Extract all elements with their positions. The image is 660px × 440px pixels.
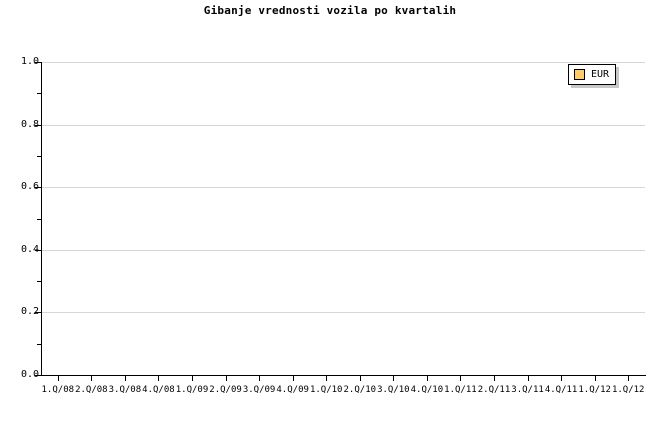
y-axis-tick-minor [37, 155, 41, 157]
x-axis-tick [494, 376, 495, 381]
y-axis-label: 0.0 [20, 369, 39, 380]
x-axis-label: 4.Q/11 [544, 385, 578, 395]
chart-legend[interactable]: EUR [568, 64, 617, 85]
gridline [41, 124, 645, 126]
x-axis-tick [528, 376, 529, 381]
y-axis-label: 1.0 [20, 56, 39, 67]
x-axis-tick [226, 376, 227, 381]
plot-background [41, 62, 645, 375]
legend-swatch-eur-icon [574, 69, 585, 80]
y-axis-tick-minor [37, 281, 41, 283]
x-axis-label: 1.Q/12 [578, 385, 611, 395]
x-axis-label: 2.Q/09 [209, 385, 242, 395]
x-axis-tick [360, 376, 361, 381]
x-axis-label: 1.Q/09 [175, 385, 209, 395]
y-axis-label: 0.4 [20, 243, 39, 255]
x-axis-tick [125, 376, 126, 381]
y-axis-label: 0.8 [20, 118, 39, 130]
x-axis-label: 3.Q/10 [377, 385, 410, 395]
x-axis-label: 2.Q/11 [477, 385, 511, 395]
x-axis-tick [460, 376, 461, 381]
x-axis-tick [561, 376, 562, 381]
legend-label-eur: EUR [591, 69, 610, 80]
x-axis-label: 3.Q/08 [108, 385, 142, 395]
x-axis-tick [628, 376, 629, 381]
x-axis-label: 4.Q/10 [410, 385, 444, 395]
x-axis-label: 1.Q/11 [444, 385, 477, 395]
gridline [41, 312, 645, 314]
x-axis-tick [293, 376, 294, 381]
y-axis-tick-major [35, 124, 41, 126]
y-axis-label: 0.2 [20, 306, 39, 318]
y-axis-tick-major [35, 249, 41, 251]
x-axis-label: 2.Q/08 [75, 385, 108, 395]
y-axis-tick-major [35, 187, 41, 189]
x-axis-tick [427, 376, 428, 381]
x-axis-label: 4.Q/08 [142, 385, 175, 395]
gridline [41, 187, 645, 189]
x-axis-tick [393, 376, 394, 381]
x-axis-line [41, 375, 646, 376]
x-axis-label: 3.Q/11 [511, 385, 544, 395]
gridline [41, 249, 645, 251]
y-axis-label: 0.6 [20, 181, 39, 193]
x-axis-tick [259, 376, 260, 381]
x-axis-tick [326, 376, 327, 381]
gridline [41, 62, 645, 63]
x-axis-label: 2.Q/10 [343, 385, 377, 395]
x-axis-tick [192, 376, 193, 381]
x-axis-tick [91, 376, 92, 381]
x-axis-tick [58, 376, 59, 381]
x-axis-tick [595, 376, 596, 381]
x-axis-label: 3.Q/09 [242, 385, 276, 395]
y-axis-tick-major [35, 312, 41, 314]
y-axis-tick-minor [37, 218, 41, 220]
chart-title: Gibanje vrednosti vozila po kvartalih [203, 4, 457, 17]
plot-area [41, 62, 645, 375]
y-axis-tick-major [35, 62, 41, 63]
x-axis-label: 1.Q/08 [41, 385, 75, 395]
x-axis-label: 4.Q/09 [276, 385, 309, 395]
y-axis-line [41, 62, 42, 376]
x-axis-label: 1.Q/10 [309, 385, 343, 395]
y-axis-tick-minor [37, 343, 41, 345]
x-axis-tick [158, 376, 159, 381]
x-axis-label: 1.Q/12 [611, 385, 645, 395]
y-axis-tick-minor [37, 93, 41, 95]
y-axis-tick-major [35, 375, 41, 376]
